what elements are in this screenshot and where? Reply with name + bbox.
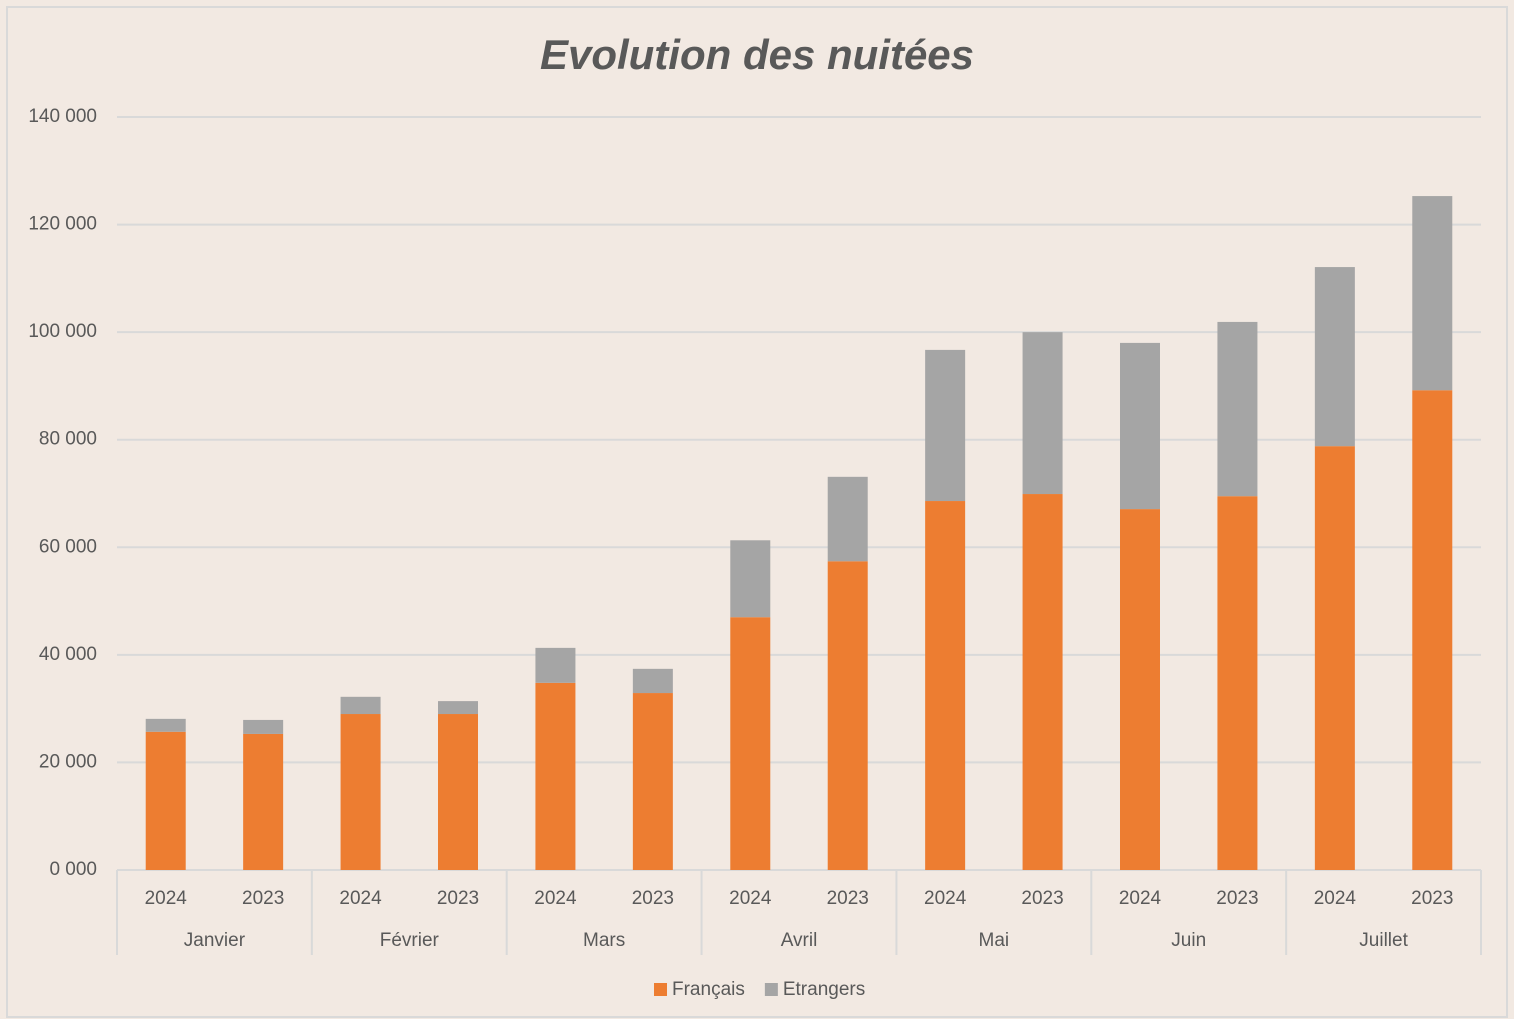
bar-segment	[1314, 446, 1355, 870]
y-tick-label: 120 000	[28, 214, 97, 235]
x-tick-label: 2023	[632, 888, 674, 909]
bar-segment	[1120, 509, 1160, 870]
y-tick-label: 60 000	[39, 536, 97, 557]
group-label: Mars	[583, 930, 625, 951]
x-tick-label: 2023	[1021, 888, 1063, 909]
bar-segment	[1412, 196, 1453, 391]
bar-segment	[535, 682, 576, 870]
x-tick-label: 2024	[534, 888, 577, 909]
x-tick-label: 2024	[339, 888, 382, 909]
y-tick-label: 20 000	[39, 751, 97, 772]
x-tick-label: 2024	[729, 888, 772, 909]
group-label: Avril	[781, 930, 818, 951]
bar-segment	[438, 714, 478, 870]
x-tick-label: 2024	[1314, 888, 1357, 909]
bar-segment	[730, 540, 771, 618]
bar-segment	[1217, 496, 1258, 870]
group-label: Mai	[979, 930, 1010, 951]
legend-swatch	[654, 983, 667, 996]
x-tick-label: 2023	[242, 888, 284, 909]
bar-segment	[827, 561, 868, 870]
legend-label: Etrangers	[783, 979, 865, 1000]
bar-segment	[438, 701, 478, 715]
x-tick-label: 2023	[827, 888, 869, 909]
bar-segment	[730, 617, 771, 870]
y-tick-label: 80 000	[39, 429, 97, 450]
bar-segment	[827, 476, 868, 562]
bar-segment	[632, 693, 673, 870]
x-tick-label: 2023	[1411, 888, 1453, 909]
bar-segment	[243, 733, 284, 870]
group-label: Juillet	[1359, 930, 1408, 951]
bar-segment	[1314, 267, 1355, 447]
chart-title: Evolution des nuitées	[540, 31, 974, 78]
legend-label: Français	[672, 979, 745, 1000]
bar-segment	[925, 349, 966, 502]
y-tick-label: 140 000	[28, 106, 97, 127]
x-tick-label: 2023	[437, 888, 479, 909]
bar-segment	[1412, 390, 1453, 870]
bar-segment	[535, 647, 576, 683]
bar-segment	[340, 696, 381, 715]
group-label: Janvier	[184, 930, 246, 951]
group-label: Juin	[1171, 930, 1206, 951]
legend-swatch	[764, 983, 778, 996]
x-tick-label: 2024	[924, 888, 967, 909]
x-tick-label: 2023	[1216, 888, 1258, 909]
x-tick-label: 2024	[145, 888, 188, 909]
y-tick-label: 100 000	[28, 321, 97, 342]
bar-segment	[632, 668, 673, 694]
y-tick-label: 40 000	[39, 644, 97, 665]
bar-segment	[1217, 321, 1258, 497]
bar-segment	[1022, 332, 1063, 495]
bar-segment	[145, 731, 186, 870]
y-tick-label: 0 000	[49, 859, 97, 880]
group-label: Février	[380, 930, 440, 951]
bar-segment	[1120, 342, 1160, 510]
bar-segment	[145, 718, 186, 732]
bar-segment	[243, 719, 284, 734]
bar-segment	[925, 501, 966, 870]
x-tick-label: 2024	[1119, 888, 1162, 909]
bar-segment	[1022, 494, 1063, 870]
bar-segment	[340, 714, 381, 870]
